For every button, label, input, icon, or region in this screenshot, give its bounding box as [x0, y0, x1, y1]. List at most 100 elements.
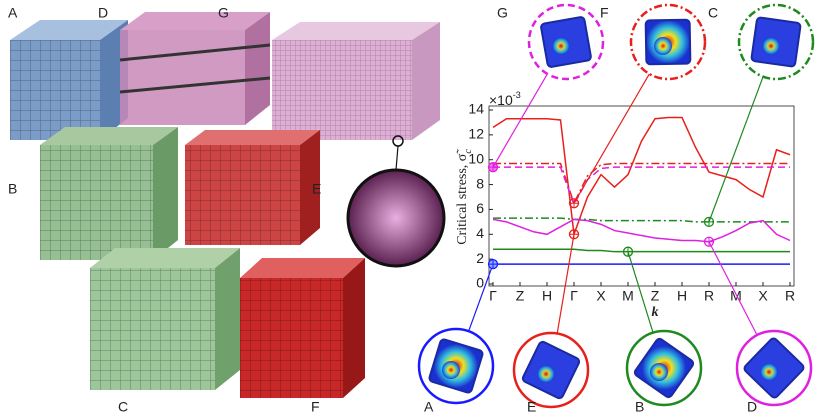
panel-label: D	[98, 5, 108, 21]
inset-label: C	[708, 5, 718, 21]
y-axis-label-main: Critical stress, σ̃	[455, 149, 470, 245]
inset-label: G	[497, 5, 508, 21]
y-exponent: ×10-3	[489, 90, 521, 107]
panel-label: C	[118, 399, 128, 415]
connector	[627, 251, 654, 333]
inset-border	[737, 3, 815, 81]
cube-f-grid	[240, 278, 343, 398]
x-tick-label: H	[677, 288, 687, 304]
x-tick-label: H	[542, 288, 552, 304]
x-tick-label: X	[758, 288, 768, 304]
y-exponent-power: -3	[513, 90, 521, 100]
x-tick-label: X	[596, 288, 606, 304]
connector	[573, 73, 650, 204]
zoom-line	[395, 145, 399, 171]
cube-c-side	[215, 248, 240, 390]
zoom-view	[346, 168, 446, 268]
panel-label: F	[311, 399, 320, 415]
connector	[708, 241, 758, 336]
inset-highlight	[650, 363, 668, 381]
mode-marker-cross	[623, 247, 633, 257]
x-tick-label: M	[622, 288, 634, 304]
connector	[556, 234, 575, 334]
inset-label: D	[747, 399, 757, 415]
series-line	[492, 218, 791, 243]
inset-border	[625, 329, 703, 407]
cube-c-top	[90, 248, 240, 268]
inset-highlight	[654, 37, 672, 55]
structure-renders	[10, 12, 446, 398]
inset-border	[735, 329, 813, 407]
inset-label: F	[600, 5, 609, 21]
cube-f-top	[240, 258, 365, 278]
y-tick-label: 12	[468, 126, 484, 142]
inset-highlight	[762, 37, 780, 55]
cube-e-top	[185, 130, 320, 145]
y-tick-label: 10	[468, 150, 484, 166]
cube-d-top	[120, 12, 270, 30]
x-tick-label: Z	[651, 288, 660, 304]
connector	[708, 76, 764, 223]
inset-border	[512, 331, 590, 409]
cube-g-top	[272, 22, 440, 40]
inset-label: B	[635, 399, 644, 415]
connector	[492, 73, 548, 168]
y-tick-label: 4	[476, 225, 484, 241]
y-axis-label-sub: c	[463, 149, 474, 154]
y-exponent-base: ×10	[489, 92, 513, 108]
inset-highlight	[760, 363, 778, 381]
y-tick-label: 6	[476, 200, 484, 216]
y-tick-label: 8	[476, 175, 484, 191]
cube-a-top	[10, 20, 128, 40]
x-tick-label: M	[730, 288, 742, 304]
inset-label: E	[527, 399, 536, 415]
mode-marker-cross	[488, 162, 498, 172]
series-line	[493, 162, 790, 206]
x-tick-label: Γ	[489, 288, 497, 304]
cube-d	[120, 30, 245, 125]
inset-highlight	[537, 365, 555, 383]
cube-e-grid	[185, 145, 300, 245]
connector	[468, 263, 494, 332]
figure-labels: A D G B E C F	[8, 5, 321, 415]
cube-g-side	[412, 22, 440, 140]
cube-b-side	[153, 127, 178, 260]
cube-e-side	[300, 130, 320, 245]
panel-label: G	[218, 5, 229, 21]
plot-frame	[488, 105, 795, 287]
cube-b-grid	[40, 145, 153, 260]
x-tick-label: R	[785, 288, 795, 304]
inset-highlight	[552, 37, 570, 55]
y-axis-label: Critical stress, σ̃c	[455, 149, 474, 245]
series-line	[493, 217, 790, 223]
inset-border	[629, 3, 707, 81]
mode-marker-cross	[569, 198, 579, 208]
panel-label: B	[8, 181, 17, 197]
cube-d-side	[245, 12, 270, 125]
cube-c-grid	[90, 268, 215, 390]
mode-marker-cross	[488, 259, 498, 269]
inset-border	[417, 327, 495, 405]
zoom-spot	[392, 135, 404, 147]
cube-g-grid	[272, 40, 412, 140]
cube-f-side	[343, 258, 365, 398]
panel-label: A	[8, 5, 18, 21]
y-tick-label: 0	[476, 275, 484, 291]
inset-border	[527, 3, 605, 81]
y-tick-label: 2	[476, 250, 484, 266]
mode-marker-cross	[704, 217, 714, 227]
y-tick-label: 14	[468, 101, 484, 117]
x-tick-label: Z	[516, 288, 525, 304]
mode-marker-cross	[704, 237, 714, 247]
panel-label: E	[312, 181, 321, 197]
series-line	[492, 116, 791, 235]
cube-a-grid	[10, 40, 100, 140]
series-line	[493, 248, 790, 253]
inset-label: A	[424, 399, 434, 415]
plate-line	[119, 76, 271, 94]
cube-b-top	[40, 127, 178, 145]
x-tick-label: R	[704, 288, 714, 304]
x-axis-label: k	[652, 305, 659, 320]
